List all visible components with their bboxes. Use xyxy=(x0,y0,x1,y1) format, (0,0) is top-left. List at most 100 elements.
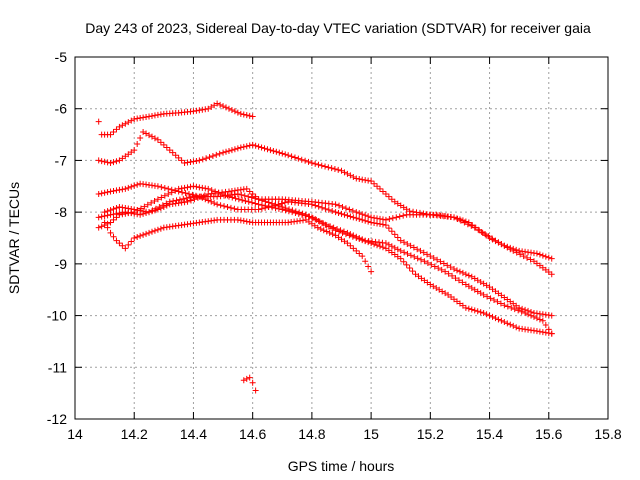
data-point xyxy=(397,255,404,262)
data-point xyxy=(184,159,191,166)
data-point xyxy=(279,150,286,157)
data-point xyxy=(530,313,537,320)
data-point xyxy=(243,143,250,150)
data-point xyxy=(379,216,386,223)
data-point xyxy=(365,263,372,270)
data-point xyxy=(113,205,120,212)
data-point xyxy=(484,293,491,300)
data-point xyxy=(385,225,392,232)
x-tick-label: 14.6 xyxy=(239,426,266,442)
data-point xyxy=(342,205,349,212)
x-tick-label: 15.2 xyxy=(417,426,444,442)
data-point xyxy=(267,147,274,154)
data-point xyxy=(359,253,366,260)
plot-frame xyxy=(74,56,609,420)
data-point xyxy=(214,100,221,107)
data-point xyxy=(501,302,508,309)
data-point xyxy=(234,145,241,152)
data-point xyxy=(306,213,313,220)
data-point xyxy=(243,185,250,192)
x-axis-label: GPS time / hours xyxy=(288,458,395,474)
data-point xyxy=(134,115,141,122)
data-point xyxy=(365,177,372,184)
data-point xyxy=(183,195,190,202)
data-point xyxy=(379,188,386,195)
data-point xyxy=(328,165,335,172)
data-point xyxy=(214,201,221,208)
data-point xyxy=(455,277,462,284)
data-point xyxy=(430,254,437,261)
data-point xyxy=(359,236,366,243)
data-point xyxy=(95,214,102,221)
series-track-f xyxy=(101,216,375,275)
data-point xyxy=(140,114,147,121)
data-point xyxy=(104,159,111,166)
data-point xyxy=(451,266,458,273)
data-point xyxy=(161,185,168,192)
y-tick-label: -10 xyxy=(47,308,67,324)
data-point xyxy=(382,222,389,229)
data-point xyxy=(474,308,481,315)
data-point xyxy=(220,149,227,156)
data-point xyxy=(122,245,129,252)
data-point xyxy=(492,315,499,322)
data-point xyxy=(122,120,129,127)
data-point xyxy=(119,242,126,249)
y-tick-label: -11 xyxy=(48,359,67,375)
data-point xyxy=(510,247,517,254)
data-point xyxy=(362,258,369,265)
data-point xyxy=(158,184,165,191)
data-point xyxy=(489,235,496,242)
data-point xyxy=(457,217,464,224)
data-point xyxy=(237,144,244,151)
data-point xyxy=(309,215,316,222)
data-point xyxy=(234,109,241,116)
y-axis-label: SDTVAR / TECUs xyxy=(6,182,22,294)
data-point xyxy=(376,185,383,192)
data-point xyxy=(119,211,126,218)
data-point xyxy=(282,151,289,158)
data-point xyxy=(347,213,354,220)
data-point xyxy=(165,185,172,192)
data-point xyxy=(411,253,418,260)
data-point xyxy=(315,161,322,168)
data-point xyxy=(211,200,218,207)
data-point xyxy=(148,133,155,140)
data-point xyxy=(128,183,135,190)
data-point xyxy=(353,175,360,182)
data-point xyxy=(181,160,188,167)
data-point xyxy=(465,272,472,279)
data-point xyxy=(143,130,150,137)
data-point xyxy=(356,250,363,257)
data-point xyxy=(548,330,555,337)
data-point xyxy=(116,240,123,247)
data-point xyxy=(104,189,111,196)
y-tick-label: -8 xyxy=(55,204,68,220)
data-point xyxy=(497,300,504,307)
data-point xyxy=(148,199,155,206)
data-point xyxy=(397,237,404,244)
series-track-g xyxy=(101,191,555,337)
data-point xyxy=(110,216,117,223)
data-point xyxy=(317,225,324,232)
data-point xyxy=(181,184,188,191)
data-point xyxy=(353,247,360,254)
data-point xyxy=(156,203,163,210)
data-point xyxy=(482,231,489,238)
data-point xyxy=(199,106,206,113)
data-point xyxy=(442,268,449,275)
data-point xyxy=(107,160,114,167)
data-point xyxy=(149,207,156,214)
data-point xyxy=(175,185,182,192)
data-point xyxy=(401,249,408,256)
data-point xyxy=(107,219,114,226)
y-tick-label: -5 xyxy=(55,49,68,65)
data-point xyxy=(169,149,176,156)
data-point xyxy=(104,224,111,231)
data-point xyxy=(190,108,197,115)
data-point xyxy=(291,154,298,161)
data-point xyxy=(116,186,123,193)
data-point xyxy=(152,205,159,212)
data-point xyxy=(243,218,250,225)
data-point xyxy=(228,147,235,154)
